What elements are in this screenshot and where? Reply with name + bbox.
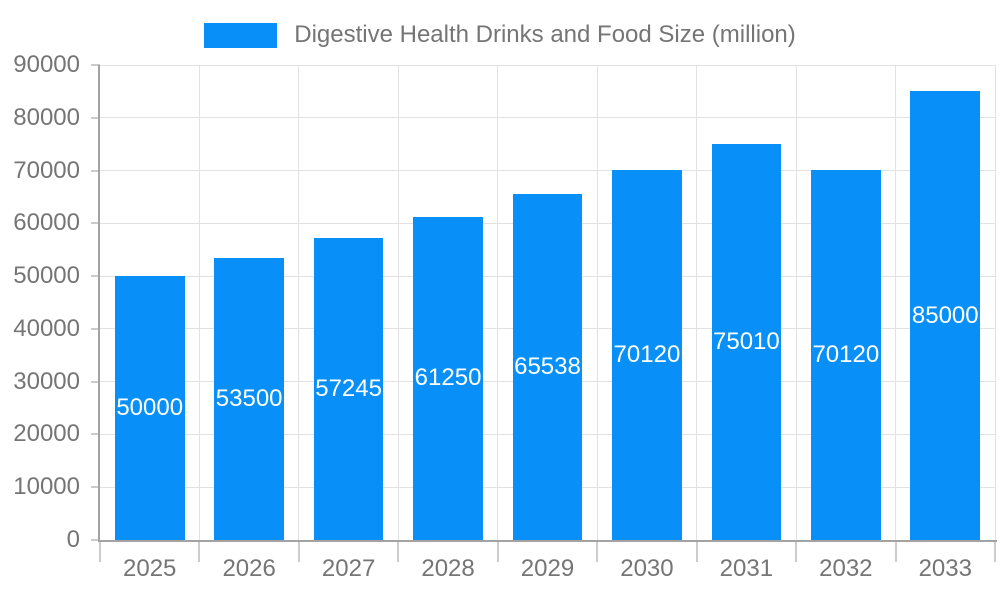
v-gridline (497, 65, 499, 540)
y-axis-tick (91, 169, 100, 172)
x-axis-tick (297, 540, 300, 562)
bar-value-label: 65538 (514, 353, 581, 381)
bar-2031[interactable]: 75010 (711, 144, 782, 540)
y-axis-tick (91, 275, 100, 278)
x-axis-tick (795, 540, 798, 562)
y-axis-tick (91, 433, 100, 436)
y-axis-tick (91, 486, 100, 489)
x-axis-label: 2027 (321, 555, 376, 582)
x-axis-tick (198, 540, 201, 562)
y-axis-label: 0 (66, 526, 80, 553)
bar-value-label: 75010 (713, 328, 780, 356)
v-gridline (895, 65, 897, 540)
y-axis-label: 10000 (13, 473, 80, 501)
bar-value-label: 85000 (911, 301, 979, 329)
bar-value-label: 70120 (812, 340, 880, 368)
y-axis-tick (91, 539, 100, 541)
x-axis-label: 2026 (222, 555, 276, 582)
bar-2033[interactable]: 85000 (910, 91, 981, 540)
bar-2025[interactable]: 50000 (114, 276, 185, 540)
h-gridline (100, 170, 995, 172)
v-gridline (397, 65, 399, 540)
v-gridline (298, 65, 300, 540)
bar-2026[interactable]: 53500 (214, 257, 284, 540)
x-axis-tick (397, 540, 400, 562)
x-axis-tick (99, 540, 101, 562)
bar-value-label: 53500 (215, 384, 283, 412)
x-axis-line (98, 540, 997, 542)
y-axis-label: 30000 (13, 367, 80, 395)
x-axis-tick (695, 540, 698, 562)
bar-value-label: 70120 (613, 340, 681, 368)
x-axis-label: 2029 (520, 555, 575, 582)
x-axis-label: 2028 (421, 555, 475, 582)
v-gridline (994, 65, 996, 540)
y-axis-label: 60000 (13, 209, 80, 237)
y-axis-line (98, 65, 100, 542)
y-axis-label: 90000 (13, 51, 80, 78)
y-axis-label: 80000 (13, 103, 80, 131)
x-axis-label: 2030 (620, 555, 674, 582)
y-axis-tick (91, 64, 100, 66)
y-axis-tick (91, 116, 100, 119)
bar-2030[interactable]: 70120 (612, 169, 682, 540)
y-axis-label: 40000 (13, 314, 80, 342)
v-gridline (198, 65, 200, 540)
x-axis-tick (994, 540, 996, 562)
v-gridline (696, 65, 698, 540)
bar-value-label: 57245 (315, 374, 382, 402)
bar-2027[interactable]: 57245 (313, 237, 384, 540)
y-axis-label: 50000 (13, 262, 80, 290)
h-gridline (100, 117, 995, 119)
x-axis-tick (894, 540, 897, 562)
x-axis-label: 2025 (123, 555, 177, 582)
bar-2028[interactable]: 61250 (413, 216, 483, 540)
legend-series-label[interactable]: Digestive Health Drinks and Food Size (m… (294, 21, 796, 48)
y-axis-tick (91, 380, 100, 383)
bar-value-label: 61250 (414, 364, 482, 392)
y-axis-label: 70000 (13, 156, 80, 184)
legend: Digestive Health Drinks and Food Size (m… (0, 21, 1000, 49)
v-gridline (795, 65, 797, 540)
y-axis-tick (91, 222, 100, 225)
bar-value-label: 50000 (116, 394, 184, 422)
plot-area: 50000 53500 57245 61250 65538 70120 75010 70120… (100, 64, 996, 540)
y-axis-tick (91, 327, 100, 330)
bar-2029[interactable]: 65538 (512, 194, 583, 540)
x-axis-label: 2033 (918, 555, 972, 582)
x-axis-tick (496, 540, 499, 562)
bar-2032[interactable]: 70120 (811, 169, 881, 540)
x-axis-label: 2032 (819, 555, 873, 582)
x-axis-tick (596, 540, 599, 562)
v-gridline (596, 65, 598, 540)
x-axis-label: 2031 (719, 555, 774, 582)
y-axis-label: 20000 (13, 420, 80, 448)
legend-swatch[interactable] (204, 22, 278, 48)
h-gridline (100, 64, 995, 66)
